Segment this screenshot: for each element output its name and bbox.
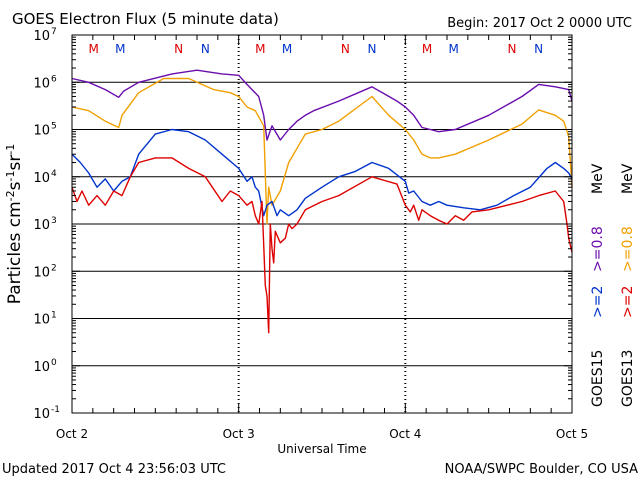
y-axis-label: Particles cm-2s-1sr-1 xyxy=(4,144,25,305)
y-tick-label: 10 xyxy=(33,29,50,44)
y-tick-label: 10 xyxy=(33,407,50,422)
mn-marker-label: N xyxy=(174,42,183,56)
y-tick-exponent: 7 xyxy=(51,27,57,37)
legend-label: >=0.8 xyxy=(590,226,606,272)
y-tick-exponent: 5 xyxy=(51,122,57,132)
y-tick-exponent: 2 xyxy=(51,263,57,273)
series-line-goes15_08 xyxy=(71,69,573,141)
mn-marker-label: M xyxy=(282,42,292,56)
x-tick-label: Oct 3 xyxy=(223,427,255,441)
mn-marker-label: N xyxy=(534,42,543,56)
legend-label: >=0.8 xyxy=(620,226,636,272)
y-tick-exponent: -1 xyxy=(51,405,60,415)
credit: NOAA/SWPC Boulder, CO USA xyxy=(445,462,638,477)
chart-title: GOES Electron Flux (5 minute data) xyxy=(12,10,279,28)
y-tick-label: 10 xyxy=(33,265,50,280)
x-axis-label: Universal Time xyxy=(277,442,366,456)
legend-label: MeV xyxy=(620,163,636,194)
mn-marker-label: M xyxy=(115,42,125,56)
x-tick-label: Oct 2 xyxy=(56,427,88,441)
updated-time: Updated 2017 Oct 4 23:56:03 UTC xyxy=(2,462,226,477)
legend-label: GOES13 xyxy=(620,350,636,407)
mn-marker-label: N xyxy=(368,42,377,56)
mn-marker-label: M xyxy=(88,42,98,56)
x-tick-label: Oct 4 xyxy=(389,427,421,441)
legend-label: MeV xyxy=(590,163,606,194)
mn-marker-label: N xyxy=(341,42,350,56)
series-line-goes15_2 xyxy=(71,128,573,217)
mn-marker-label: M xyxy=(448,42,458,56)
legend-label: >=2 xyxy=(590,286,606,318)
series-line-goes13_08 xyxy=(71,77,573,225)
mn-marker-label: N xyxy=(508,42,517,56)
mn-marker-label: M xyxy=(255,42,265,56)
y-tick-exponent: 4 xyxy=(51,169,57,179)
begin-time: Begin: 2017 Oct 2 0000 UTC xyxy=(447,16,632,31)
y-tick-label: 10 xyxy=(33,218,50,233)
plot-series xyxy=(71,69,573,334)
mn-marker-label: N xyxy=(201,42,210,56)
y-tick-exponent: 6 xyxy=(51,74,57,84)
mn-marker-label: M xyxy=(422,42,432,56)
y-tick-exponent: 1 xyxy=(51,311,57,321)
y-tick-label: 10 xyxy=(33,124,50,139)
plot-grid xyxy=(72,35,572,413)
x-tick-label: Oct 5 xyxy=(556,427,588,441)
legend-label: GOES15 xyxy=(590,350,606,407)
legend: >=2 >=0.8 MeV GOES15 >=2 >=0.8 MeV GOES13 xyxy=(590,163,636,407)
y-tick-label: 10 xyxy=(33,171,50,186)
y-tick-label: 10 xyxy=(33,313,50,328)
series-line-goes13_2 xyxy=(71,157,573,334)
y-tick-exponent: 3 xyxy=(51,216,57,226)
y-tick-label: 10 xyxy=(33,360,50,375)
y-tick-label: 10 xyxy=(33,76,50,91)
y-tick-exponent: 0 xyxy=(51,358,57,368)
legend-label: >=2 xyxy=(620,286,636,318)
